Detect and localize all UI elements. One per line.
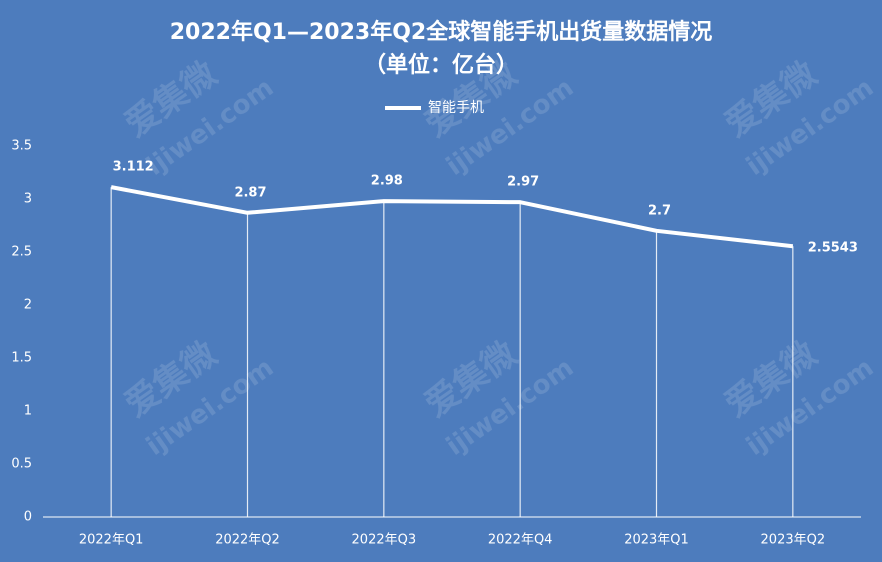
data-label: 2.5543 (808, 241, 858, 256)
chart-subtitle: （单位：亿台） (364, 52, 518, 78)
data-label: 2.87 (234, 185, 266, 200)
x-tick-label: 2023年Q2 (761, 533, 826, 548)
x-tick-label: 2022年Q1 (79, 533, 144, 548)
y-tick-label: 1.5 (11, 351, 32, 366)
y-tick-label: 0 (24, 510, 32, 525)
x-tick-label: 2022年Q3 (352, 533, 417, 548)
y-tick-label: 0.5 (11, 457, 32, 472)
y-tick-label: 2.5 (11, 245, 32, 260)
x-tick-label: 2022年Q4 (488, 533, 553, 548)
data-label: 2.7 (648, 203, 671, 218)
line-series (110, 185, 794, 249)
legend-label: 智能手机 (428, 100, 484, 116)
x-tick-label: 2023年Q1 (624, 533, 689, 548)
y-tick-label: 2 (24, 298, 32, 313)
y-tick-label: 3.5 (11, 139, 32, 154)
chart-title: 2022年Q1—2023年Q2全球智能手机出货量数据情况 (170, 19, 712, 45)
data-label: 2.97 (507, 175, 539, 190)
x-tick-label: 2022年Q2 (215, 533, 280, 548)
y-tick-label: 1 (24, 404, 32, 419)
y-tick-label: 3 (24, 192, 32, 207)
data-label: 2.98 (371, 174, 403, 189)
data-label: 3.112 (113, 160, 154, 175)
